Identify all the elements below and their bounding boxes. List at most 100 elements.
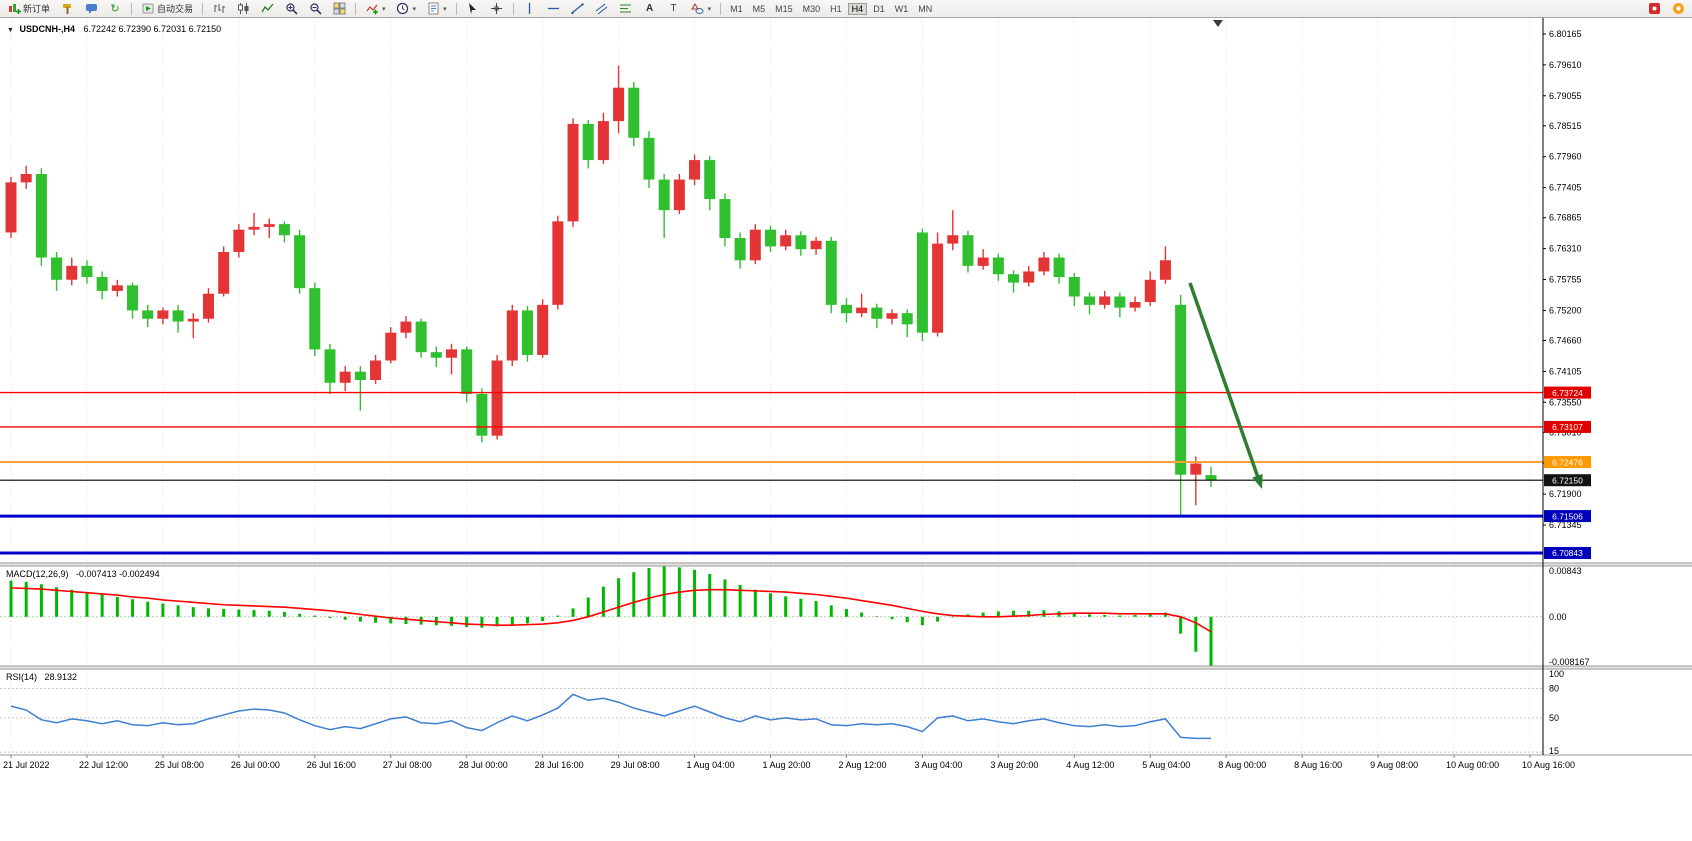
- refresh-button[interactable]: ↻: [104, 0, 126, 17]
- label-button[interactable]: T: [663, 0, 685, 17]
- candle-body: [187, 318, 199, 322]
- chat-button[interactable]: [80, 0, 102, 17]
- candle-body: [339, 371, 351, 383]
- toolbar-separator: [455, 2, 457, 15]
- timeframe-m5[interactable]: M5: [752, 3, 766, 14]
- pane-separator[interactable]: [0, 563, 1692, 566]
- trendline-button[interactable]: [567, 0, 589, 17]
- time-tick-label: 29 Jul 08:00: [611, 760, 660, 770]
- tile-windows-button[interactable]: [328, 0, 350, 17]
- chart-window[interactable]: 6.80165 6.79610 6.79055 6.78515 6.77960 6.774…: [0, 18, 1692, 841]
- candle-body: [1068, 276, 1080, 297]
- price-tick-label: 6.79610: [1549, 60, 1582, 70]
- rsi-tick-label: 15: [1549, 746, 1559, 756]
- vertical-line-button[interactable]: [519, 0, 541, 17]
- bar-chart-icon: [212, 2, 226, 16]
- candle-body: [1008, 274, 1020, 283]
- zoom-in-icon: [284, 2, 298, 16]
- candle-body: [294, 235, 306, 289]
- bar-chart-button[interactable]: [208, 0, 230, 17]
- new-order-icon: [7, 2, 21, 16]
- chevron-down-icon: ▾: [382, 5, 386, 13]
- candlestick-chart-icon: [236, 2, 250, 16]
- price-tag: [1544, 510, 1591, 523]
- alerts-button[interactable]: [1643, 0, 1665, 17]
- templates-button[interactable]: ▾: [422, 0, 451, 17]
- macd-tick-label: 0.00843: [1549, 566, 1582, 576]
- line-chart-icon: [260, 2, 274, 16]
- pane-separator[interactable]: [0, 666, 1692, 669]
- cursor-button[interactable]: [462, 0, 484, 17]
- candle-body: [795, 235, 807, 250]
- timeframe-m1[interactable]: M1: [730, 3, 743, 14]
- price-chart[interactable]: 6.80165 6.79610 6.79055 6.78515 6.77960 6.774…: [0, 18, 1692, 841]
- timeframe-m30[interactable]: M30: [802, 3, 821, 14]
- candle-body: [202, 293, 214, 319]
- macd-tick-label: 0.00: [1549, 612, 1567, 622]
- candlestick-chart-button[interactable]: [232, 0, 254, 17]
- macd-signal-line: [10, 587, 1212, 633]
- timeframe-h1[interactable]: H1: [830, 3, 842, 14]
- timeframe-mn[interactable]: MN: [918, 3, 933, 14]
- text-icon: A: [645, 3, 654, 14]
- channel-icon: [595, 2, 609, 16]
- time-tick-label: 27 Jul 08:00: [383, 760, 432, 770]
- periods-button[interactable]: ▾: [392, 0, 421, 17]
- fibonacci-button[interactable]: [615, 0, 637, 17]
- indicators-button[interactable]: ▾: [361, 0, 390, 17]
- timeframe-h4[interactable]: H4: [847, 2, 868, 15]
- timeframe-w1[interactable]: W1: [894, 3, 909, 14]
- crosshair-button[interactable]: [486, 0, 508, 17]
- zoom-in-button[interactable]: [280, 0, 302, 17]
- price-tag-label: 6.73107: [1552, 422, 1583, 432]
- text-button[interactable]: A: [639, 0, 661, 17]
- auto-trading-button[interactable]: 自动交易: [137, 0, 197, 17]
- candle-body: [901, 313, 913, 325]
- time-tick-label: 1 Aug 20:00: [763, 760, 811, 770]
- candle-body: [658, 179, 670, 211]
- candle-body: [324, 349, 336, 383]
- refresh-icon: ↻: [110, 3, 120, 15]
- tile-windows-icon: [332, 2, 346, 16]
- zoom-out-button[interactable]: [304, 0, 326, 17]
- candle-body: [1114, 296, 1126, 308]
- candle-body: [461, 349, 473, 394]
- chevron-down-icon: ▾: [707, 5, 712, 13]
- candle-body: [1023, 271, 1035, 283]
- price-tick-label: 6.77405: [1549, 183, 1582, 193]
- timeframe-d1[interactable]: D1: [873, 3, 885, 14]
- time-tick-label: 5 Aug 04:00: [1142, 760, 1190, 770]
- candle-body: [552, 221, 564, 305]
- macd-tick-label: -0.008167: [1549, 657, 1590, 667]
- candle-body: [749, 229, 761, 261]
- rsi-tick-label: 50: [1549, 713, 1559, 723]
- price-tag-label: 6.71506: [1552, 511, 1583, 521]
- hammer-button[interactable]: [56, 0, 78, 17]
- candles: [5, 65, 1217, 517]
- candle-body: [1190, 463, 1202, 475]
- candle-body: [157, 310, 169, 319]
- candle-body: [871, 307, 883, 319]
- candle-body: [5, 182, 17, 233]
- toolbar-separator: [512, 2, 514, 15]
- new-order-button[interactable]: 新订单: [3, 0, 54, 17]
- time-axis[interactable]: 21 Jul 2022 22 Jul 12:00 25 Jul 08:00 26 Ju…: [3, 755, 1575, 770]
- price-tag: [1544, 546, 1591, 559]
- timeframe-m15[interactable]: M15: [775, 3, 793, 14]
- shapes-button[interactable]: ▾: [687, 0, 716, 17]
- channel-button[interactable]: [591, 0, 613, 17]
- line-chart-button[interactable]: [256, 0, 278, 17]
- fibonacci-icon: [619, 2, 633, 16]
- community-button[interactable]: [1667, 0, 1689, 17]
- time-tick-label: 10 Aug 00:00: [1446, 760, 1499, 770]
- time-tick-label: 8 Aug 00:00: [1218, 760, 1266, 770]
- candle-body: [856, 307, 868, 314]
- candle-body: [218, 251, 230, 294]
- candle-body: [127, 285, 139, 311]
- candle-body: [582, 123, 594, 161]
- candle-body: [111, 285, 123, 291]
- price-tag: [1544, 456, 1591, 469]
- candle-body: [248, 226, 260, 230]
- chat-icon: [84, 2, 98, 16]
- horizontal-line-button[interactable]: [543, 0, 565, 17]
